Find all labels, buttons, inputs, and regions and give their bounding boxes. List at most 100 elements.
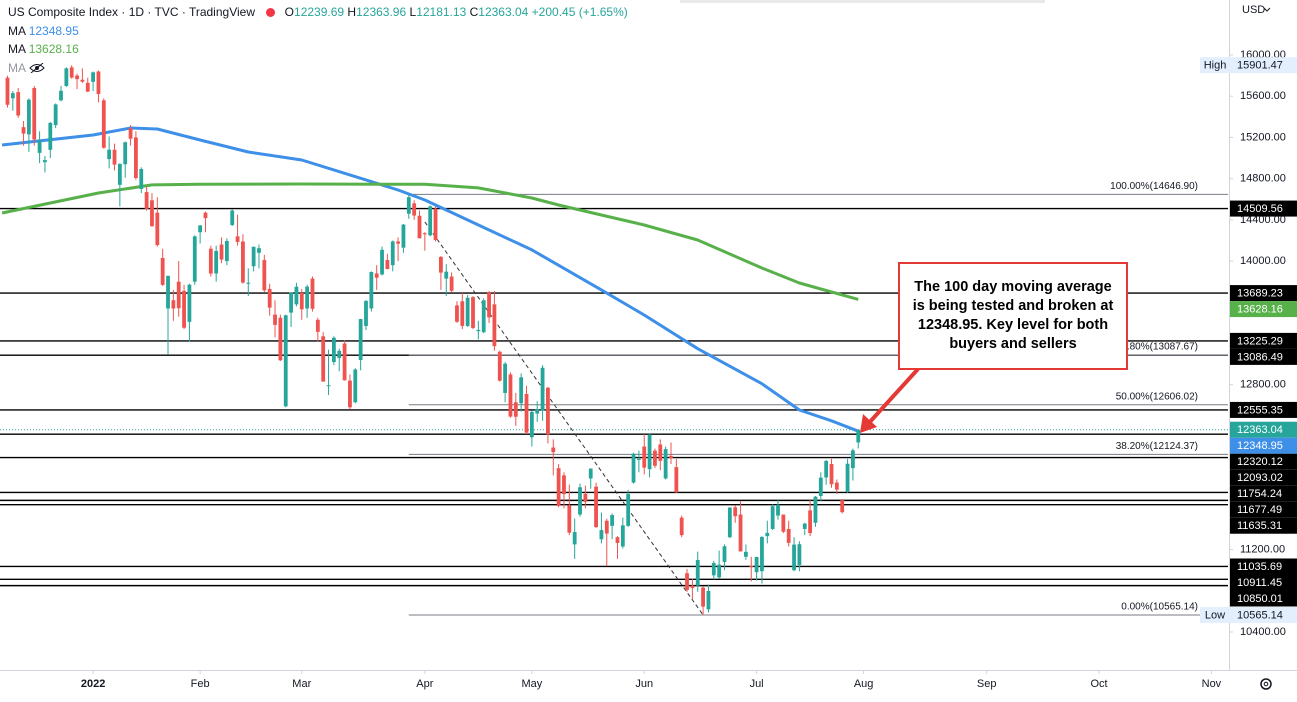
candle-body — [588, 468, 593, 479]
candle-body — [192, 236, 197, 282]
price-label: 11635.31 — [1237, 520, 1282, 532]
ma-row[interactable]: MA 12348.95 — [8, 22, 628, 41]
candle-body — [364, 300, 368, 326]
candle-body — [679, 517, 684, 536]
candle-body — [224, 240, 229, 262]
x-tick-label: Oct — [1090, 678, 1107, 690]
candle-body — [331, 337, 336, 363]
candle-body — [267, 288, 272, 308]
ohlc-letter: C — [469, 5, 479, 19]
candle-body — [59, 90, 63, 101]
candle-body — [283, 315, 288, 407]
ma-row[interactable]: MA — [8, 59, 628, 78]
price-label-bg — [1230, 285, 1297, 302]
price-label-bg — [1230, 421, 1297, 438]
price-label: 10850.01 — [1237, 593, 1283, 605]
candle-body — [380, 249, 384, 275]
ohlc-value: 12239.69 — [294, 5, 345, 19]
candle-body — [208, 248, 213, 274]
candle-body — [727, 507, 732, 538]
candle-body — [91, 72, 96, 82]
candle-body — [353, 369, 358, 403]
y-tick-label: 10400.00 — [1240, 626, 1286, 638]
fib-label: 100.00%(14646.90) — [1110, 181, 1198, 192]
candle-body — [663, 449, 668, 479]
candle-body — [176, 281, 181, 309]
candle-body — [155, 212, 160, 246]
candle-body — [818, 477, 823, 496]
ohlc-letter: H — [347, 5, 357, 19]
candle-body — [760, 536, 764, 572]
candle-body — [214, 250, 219, 274]
hidden-icon[interactable] — [28, 62, 45, 73]
candle-body — [465, 297, 470, 326]
candle-body — [251, 246, 256, 267]
ma-label: MA — [8, 23, 26, 38]
candle-body — [695, 559, 700, 586]
candle-body — [43, 160, 47, 163]
price-label-bg — [1230, 606, 1297, 623]
marker-tag: High — [1204, 60, 1227, 72]
candle-body — [134, 137, 138, 179]
candle-body — [551, 447, 556, 453]
annotation-arrowhead — [860, 414, 877, 433]
settings-icon[interactable] — [1260, 678, 1272, 690]
legend: US Composite Index · 1D · TVC · TradingV… — [8, 3, 628, 77]
toolbar-strip — [680, 0, 1045, 3]
candle-body — [289, 292, 293, 313]
candle-body — [642, 446, 647, 468]
candle-body — [733, 507, 738, 517]
candle-body — [187, 284, 192, 322]
price-label-bg — [1230, 469, 1297, 486]
candle-body — [401, 224, 406, 248]
ohlc-value: 12363.04 — [478, 5, 529, 19]
x-tick-label: Aug — [854, 678, 874, 690]
marker-tag-bg — [1200, 57, 1230, 74]
ohlc-letter: O — [284, 5, 295, 19]
currency-chevron[interactable] — [1263, 7, 1271, 12]
symbol-title[interactable]: US Composite Index · 1D · TVC · TradingV… — [8, 5, 255, 19]
price-label: 12555.35 — [1237, 404, 1283, 416]
candle-body — [21, 127, 26, 134]
candle-body — [765, 532, 770, 537]
candle-body — [556, 468, 561, 506]
price-label-bg — [1230, 558, 1297, 575]
fib-label: 61.80%(13087.67) — [1116, 342, 1198, 353]
candle-body — [294, 286, 299, 305]
change: +200.45 (+1.65%) — [531, 5, 628, 19]
candle-body — [743, 551, 748, 557]
candle-body — [150, 200, 154, 227]
candle-body — [610, 515, 615, 526]
ohlc-letter: L — [409, 5, 417, 19]
candle-body — [802, 523, 807, 529]
candle-body — [829, 464, 834, 485]
price-label: 11677.49 — [1237, 504, 1282, 516]
symbol-row: US Composite Index · 1D · TVC · TradingV… — [8, 3, 628, 22]
candle-body — [80, 79, 85, 82]
candle-body — [32, 87, 37, 140]
candle-body — [107, 149, 112, 160]
candle-body — [144, 192, 149, 209]
candle-body — [305, 286, 310, 309]
candle-body — [524, 393, 529, 433]
price-label: 14509.56 — [1237, 203, 1283, 215]
x-tick-label: 2022 — [81, 678, 105, 690]
fib-label: 0.00%(10565.14) — [1121, 602, 1198, 613]
annotation-line: buyers and sellers — [949, 336, 1077, 352]
candle-body — [246, 282, 251, 284]
candle-body — [428, 206, 433, 236]
trendline — [424, 221, 704, 616]
currency-label[interactable]: USD — [1242, 4, 1265, 16]
candle-body — [845, 463, 850, 492]
candle-body — [166, 275, 170, 309]
candle-body — [471, 297, 475, 328]
candle-body — [439, 256, 443, 273]
candle-body — [615, 537, 620, 543]
y-tick-label: 14400.00 — [1240, 214, 1286, 226]
x-tick-label: Jun — [635, 678, 653, 690]
ma-row[interactable]: MA 13628.16 — [8, 40, 628, 59]
candle-body — [792, 544, 796, 571]
candle-body — [749, 566, 754, 568]
